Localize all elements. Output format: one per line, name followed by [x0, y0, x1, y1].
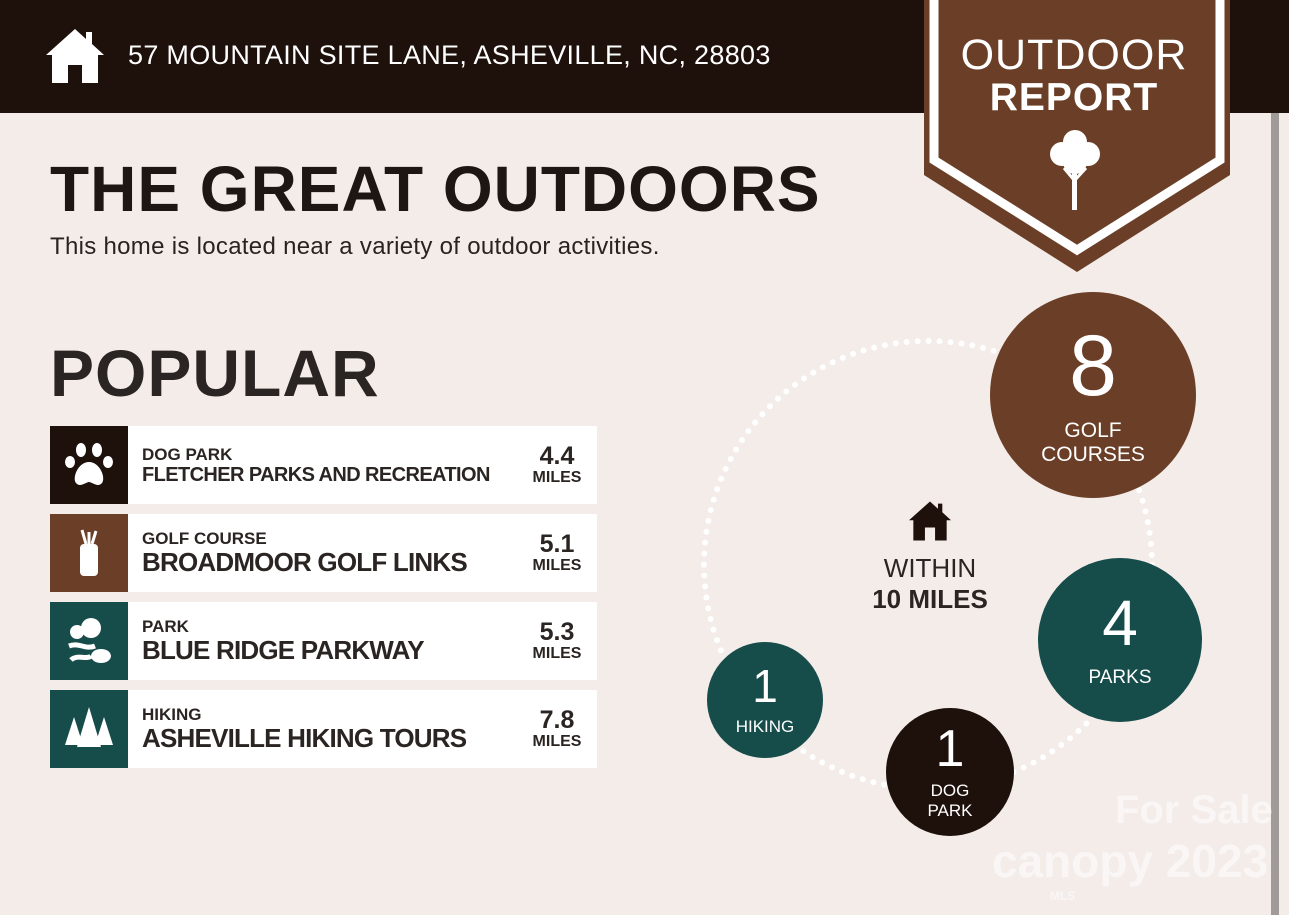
item-category: DOG PARK: [142, 444, 233, 464]
item-distance: 5.1: [539, 529, 575, 558]
item-unit: MILES: [532, 556, 582, 574]
home-icon: [909, 501, 951, 541]
property-address: 57 MOUNTAIN SITE LANE, ASHEVILLE, NC, 28…: [128, 40, 771, 70]
item-category: PARK: [142, 617, 189, 637]
item-name: BROADMOOR GOLF LINKS: [142, 547, 468, 578]
item-unit: MILES: [532, 468, 582, 486]
list-item: GOLF COURSE BROADMOOR GOLF LINKS 5.1 MILES: [50, 514, 597, 592]
item-name: ASHEVILLE HIKING TOURS: [142, 723, 467, 754]
paw-icon: [50, 426, 128, 504]
watermark-text: For Sale: [1115, 788, 1273, 832]
list-item: HIKING ASHEVILLE HIKING TOURS 7.8 MILES: [50, 690, 597, 768]
item-unit: MILES: [532, 732, 582, 750]
hiking-count: 1 HIKING: [707, 642, 823, 758]
item-distance: 7.8: [539, 705, 575, 734]
banner-title-line1: OUTDOOR: [960, 31, 1188, 79]
item-name: FLETCHER PARKS AND RECREATION: [142, 463, 490, 486]
item-name: BLUE RIDGE PARKWAY: [142, 635, 425, 666]
count-label: DOG: [930, 781, 970, 800]
watermark-logo: canopy 2023: [992, 835, 1269, 887]
within-label: WITHIN: [883, 553, 977, 583]
item-category: HIKING: [142, 705, 202, 725]
within-radius: WITHIN 10 MILES: [850, 500, 1010, 615]
count-value: 1: [935, 720, 965, 778]
tree-icon: [1050, 130, 1100, 210]
count-value: 8: [1069, 318, 1117, 414]
item-distance: 5.3: [539, 617, 575, 646]
popular-heading: POPULAR: [50, 336, 380, 410]
dog-park-count: 1 DOG PARK: [886, 708, 1014, 836]
count-label: HIKING: [735, 717, 795, 736]
home-icon: [46, 29, 104, 83]
pine-trees-icon: [50, 690, 128, 768]
item-distance: 4.4: [539, 441, 575, 470]
count-label: PARKS: [1088, 667, 1152, 688]
page-title: THE GREAT OUTDOORS: [50, 153, 821, 225]
parks-count: 4 PARKS: [1038, 558, 1202, 722]
list-item: PARK BLUE RIDGE PARKWAY 5.3 MILES: [50, 602, 597, 680]
count-value: 4: [1102, 587, 1138, 659]
count-label: PARK: [927, 801, 973, 820]
watermark-mls: MLS: [1050, 889, 1076, 903]
item-category: GOLF COURSE: [142, 529, 267, 549]
within-distance: 10 MILES: [872, 584, 988, 614]
page-subtitle: This home is located near a variety of o…: [50, 233, 660, 260]
golf-bag-icon: [50, 514, 128, 592]
banner-title-line2: REPORT: [989, 76, 1159, 119]
item-unit: MILES: [532, 644, 582, 662]
count-label: COURSES: [1041, 443, 1145, 466]
list-item: DOG PARK FLETCHER PARKS AND RECREATION 4.…: [50, 426, 597, 504]
scrollbar[interactable]: [1271, 113, 1279, 915]
park-trees-icon: [50, 602, 128, 680]
count-value: 1: [752, 660, 778, 712]
golf-courses-count: 8 GOLF COURSES: [990, 292, 1196, 498]
count-label: GOLF: [1064, 419, 1122, 442]
